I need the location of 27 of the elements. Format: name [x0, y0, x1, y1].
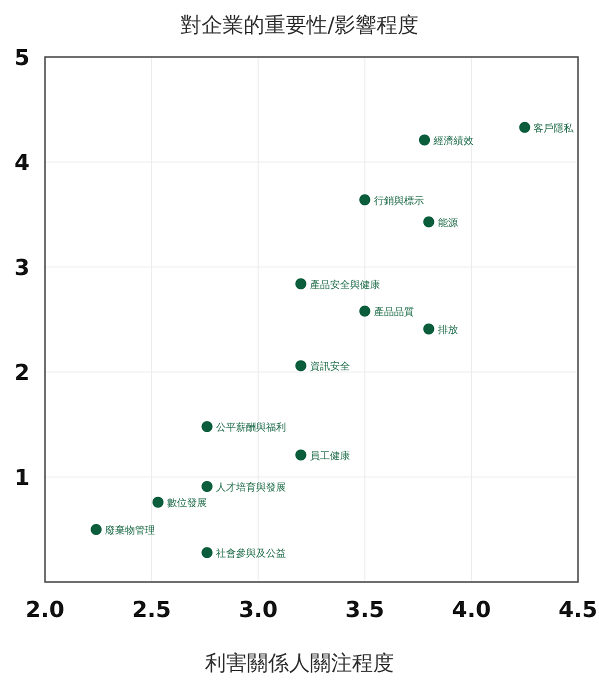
- y-tick-label: 5: [14, 46, 30, 71]
- y-tick-label: 3: [14, 256, 30, 281]
- annotation: 產品安全與健康: [310, 278, 380, 291]
- annotation: 排放: [438, 324, 458, 336]
- annotation: 產品品質: [374, 306, 414, 318]
- annotation: 客戶隱私: [534, 122, 575, 134]
- annotation: 行銷與標示: [374, 194, 424, 207]
- chart-title: 對企業的重要性/影響程度: [180, 13, 419, 37]
- annotation: 社會參與及公益: [216, 548, 286, 560]
- annotation: 公平薪酬與福利: [216, 422, 286, 434]
- x-tick-label: 3.0: [238, 598, 278, 623]
- annotation: 經濟績效: [432, 134, 474, 147]
- x-tick-label: 4.5: [558, 598, 598, 623]
- annotation: 員工健康: [310, 450, 350, 462]
- y-tick-label: 2: [14, 361, 30, 386]
- x-tick-label: 3.5: [345, 598, 384, 623]
- annotation: 數位發展: [166, 497, 207, 510]
- annotation: 能源: [438, 216, 458, 229]
- annotation: 人才培育與發展: [216, 481, 286, 494]
- y-tick-label: 4: [14, 151, 30, 176]
- y-tick-label: 1: [14, 466, 30, 491]
- x-tick-label: 2.0: [26, 598, 64, 623]
- x-tick-label: 2.5: [132, 598, 172, 623]
- annotation: 廢棄物管理: [105, 524, 156, 536]
- x-axis-title: 利害關係人關注程度: [205, 651, 394, 675]
- annotation: 資訊安全: [310, 360, 350, 373]
- x-tick-label: 4.0: [452, 598, 491, 623]
